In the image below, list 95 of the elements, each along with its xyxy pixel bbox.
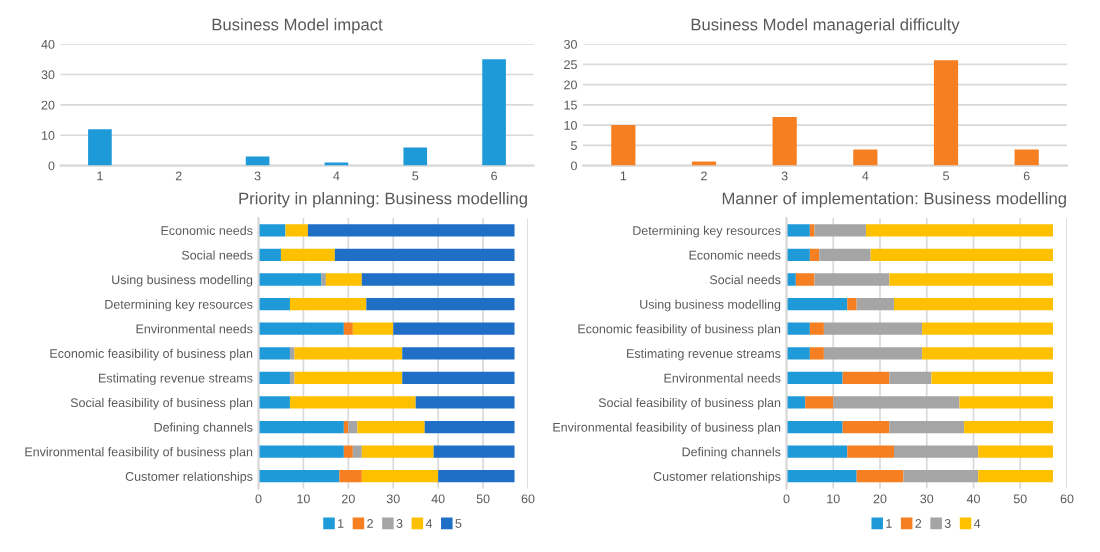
- bar: [258, 224, 286, 237]
- bar: [402, 347, 515, 360]
- bar: [424, 420, 515, 434]
- bar: [931, 371, 1053, 385]
- bar: [772, 117, 797, 166]
- bar: [786, 224, 810, 237]
- bar: [258, 445, 344, 458]
- bar: [438, 470, 515, 483]
- bar: [809, 248, 820, 262]
- bar: [853, 149, 878, 166]
- chart-title: Business Model managerial difficulty: [691, 18, 960, 34]
- bar: [786, 470, 857, 483]
- bar: [856, 470, 904, 483]
- bar: [258, 347, 290, 360]
- bar: [343, 445, 353, 458]
- bar: [258, 420, 344, 434]
- bar: [809, 322, 824, 335]
- bar: [258, 470, 340, 483]
- bar: [959, 396, 1053, 409]
- bar: [786, 347, 810, 360]
- bar: [786, 273, 796, 286]
- bar: [482, 59, 506, 166]
- bar: [889, 420, 965, 434]
- bar: [870, 248, 1053, 262]
- bar: [894, 297, 1053, 311]
- bar: [280, 248, 335, 262]
- bar: [415, 396, 515, 409]
- bar: [795, 273, 815, 286]
- bar: [348, 420, 358, 434]
- bar: [294, 371, 403, 385]
- bar: [258, 248, 281, 262]
- bar: [922, 347, 1053, 360]
- bar: [611, 125, 636, 166]
- bar: [786, 248, 810, 262]
- bar: [403, 147, 428, 166]
- bar: [402, 371, 515, 385]
- bar: [352, 322, 394, 335]
- chart-title: Manner of implementation: Business modelling: [722, 192, 1066, 208]
- bar: [978, 445, 1053, 458]
- bar: [933, 60, 959, 166]
- bar: [889, 273, 1053, 286]
- bar: [786, 322, 810, 335]
- bar: [334, 248, 515, 262]
- bar: [258, 297, 290, 311]
- bar: [361, 470, 439, 483]
- bar: [786, 396, 806, 409]
- bar: [833, 396, 960, 409]
- bar: [361, 445, 434, 458]
- bar: [343, 322, 353, 335]
- bar: [823, 347, 923, 360]
- bar: [842, 420, 890, 434]
- bar: [847, 297, 857, 311]
- bar: [865, 224, 1053, 237]
- bar: [786, 445, 848, 458]
- bar: [922, 322, 1053, 335]
- bar: [361, 273, 515, 286]
- bar: [894, 445, 979, 458]
- bar: [786, 420, 843, 434]
- bar: [258, 273, 322, 286]
- bar: [819, 248, 871, 262]
- bar: [339, 470, 362, 483]
- bar: [856, 297, 895, 311]
- bar: [366, 297, 515, 311]
- bar: [814, 273, 890, 286]
- chart-title: Business Model impact: [212, 18, 383, 34]
- bar: [805, 396, 834, 409]
- bar: [786, 371, 843, 385]
- bar: [258, 322, 344, 335]
- bar: [357, 420, 425, 434]
- bar: [258, 371, 290, 385]
- bar: [823, 322, 923, 335]
- bar: [294, 347, 403, 360]
- bar: [289, 396, 416, 409]
- bar: [289, 297, 367, 311]
- bar: [978, 470, 1053, 483]
- chart-title: Priority in planning: Business modelling: [239, 192, 527, 208]
- bar: [88, 129, 112, 166]
- bar: [258, 396, 290, 409]
- bar: [352, 445, 362, 458]
- bar: [964, 420, 1053, 434]
- bar: [245, 156, 270, 166]
- bar: [786, 297, 848, 311]
- bar: [325, 273, 362, 286]
- bar: [842, 371, 890, 385]
- bar: [814, 224, 866, 237]
- bar: [433, 445, 515, 458]
- bar: [393, 322, 515, 335]
- bar: [809, 224, 815, 237]
- bar: [285, 224, 308, 237]
- bar: [847, 445, 895, 458]
- bar: [889, 371, 932, 385]
- bar: [307, 224, 515, 237]
- bar: [1014, 149, 1039, 166]
- bar: [809, 347, 824, 360]
- bar: [903, 470, 979, 483]
